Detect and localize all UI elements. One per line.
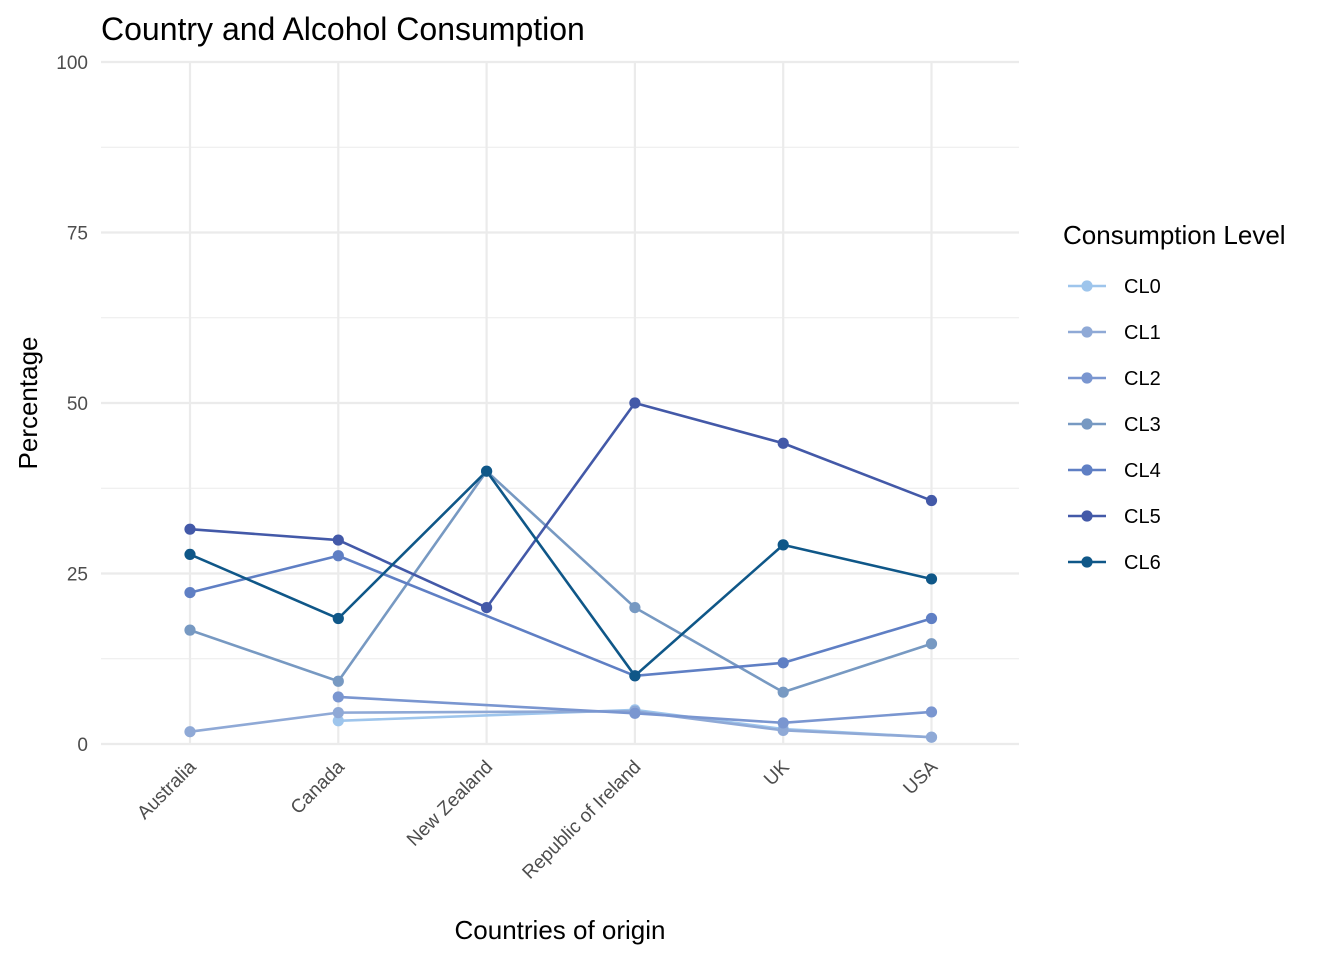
data-point-cl6 (925, 573, 938, 585)
data-point-cl3 (184, 624, 196, 636)
legend-key-point (1081, 326, 1093, 338)
data-point-cl4 (332, 550, 344, 562)
chart-title: Country and Alcohol Consumption (101, 11, 585, 47)
y-axis-title: Percentage (13, 337, 43, 470)
data-point-cl5 (925, 494, 938, 507)
data-point-cl4 (184, 586, 196, 599)
x-tick-label: USA (900, 756, 943, 799)
data-point-cl3 (332, 675, 344, 687)
data-point-cl1 (332, 707, 344, 719)
legend-key-point (1081, 464, 1093, 476)
data-point-cl4 (925, 612, 938, 625)
data-point-cl2 (925, 706, 938, 718)
x-tick-label: Canada (287, 756, 349, 818)
grid (101, 60, 1019, 746)
y-tick-label: 50 (67, 394, 88, 415)
legend-key-point (1081, 510, 1093, 522)
series-line-cl3 (189, 469, 932, 694)
series-line-cl1 (189, 709, 932, 739)
y-tick-label: 0 (77, 735, 88, 756)
data-point-cl5 (332, 534, 344, 546)
data-point-cl2 (332, 691, 344, 703)
legend-label-cl2: CL2 (1124, 368, 1161, 390)
data-point-cl5 (777, 437, 789, 449)
legend-title: Consumption Level (1063, 220, 1286, 250)
y-tick-label: 25 (67, 565, 88, 586)
data-point-cl1 (184, 726, 196, 738)
legend-label-cl1: CL1 (1124, 322, 1161, 344)
data-point-cl6 (481, 465, 493, 477)
data-point-cl6 (777, 539, 789, 551)
data-point-cl2 (777, 717, 789, 729)
y-tick-label: 75 (67, 224, 88, 245)
data-point-cl5 (629, 397, 641, 409)
data-point-cl2 (629, 707, 641, 719)
x-tick-label: New Zealand (403, 757, 497, 851)
data-point-cl5 (481, 602, 493, 614)
legend-label-cl4: CL4 (1124, 460, 1161, 482)
legend-label-cl3: CL3 (1124, 414, 1161, 436)
data-point-cl0 (332, 715, 344, 727)
data-point-cl1 (925, 731, 938, 743)
legend-label-cl0: CL0 (1124, 276, 1161, 298)
x-axis: Australia Canada New Zealand Republic of Ir… (133, 756, 942, 883)
x-axis-title: Countries of origin (455, 915, 666, 945)
series-line-cl5 (189, 401, 932, 609)
data-point-cl6 (184, 548, 196, 561)
x-tick-label: Australia (133, 756, 200, 823)
legend-label-cl6: CL6 (1124, 552, 1161, 574)
data-point-cl4 (777, 657, 789, 669)
legend-key-point (1081, 418, 1093, 430)
legend-key-point (1081, 556, 1093, 568)
data-point-cl3 (777, 686, 789, 698)
legend-label-cl5: CL5 (1124, 506, 1161, 528)
data-point-cl6 (629, 670, 641, 682)
series-layer (184, 397, 938, 743)
series-line-cl2 (338, 695, 932, 725)
data-point-cl3 (925, 638, 938, 650)
legend: Consumption Level CL0 CL1 CL2 CL3 CL4 CL5 CL6 (1063, 220, 1286, 574)
y-tick-label: 100 (56, 53, 88, 74)
series-line-cl6 (189, 469, 932, 678)
data-point-cl6 (332, 612, 344, 625)
legend-key-point (1081, 372, 1093, 384)
data-point-cl5 (184, 523, 196, 535)
x-tick-label: Republic of Ireland (519, 757, 646, 884)
y-axis: 0 25 50 75 100 (56, 53, 88, 756)
data-point-cl3 (629, 602, 641, 614)
x-tick-label: UK (760, 756, 794, 790)
legend-key-point (1081, 280, 1093, 292)
